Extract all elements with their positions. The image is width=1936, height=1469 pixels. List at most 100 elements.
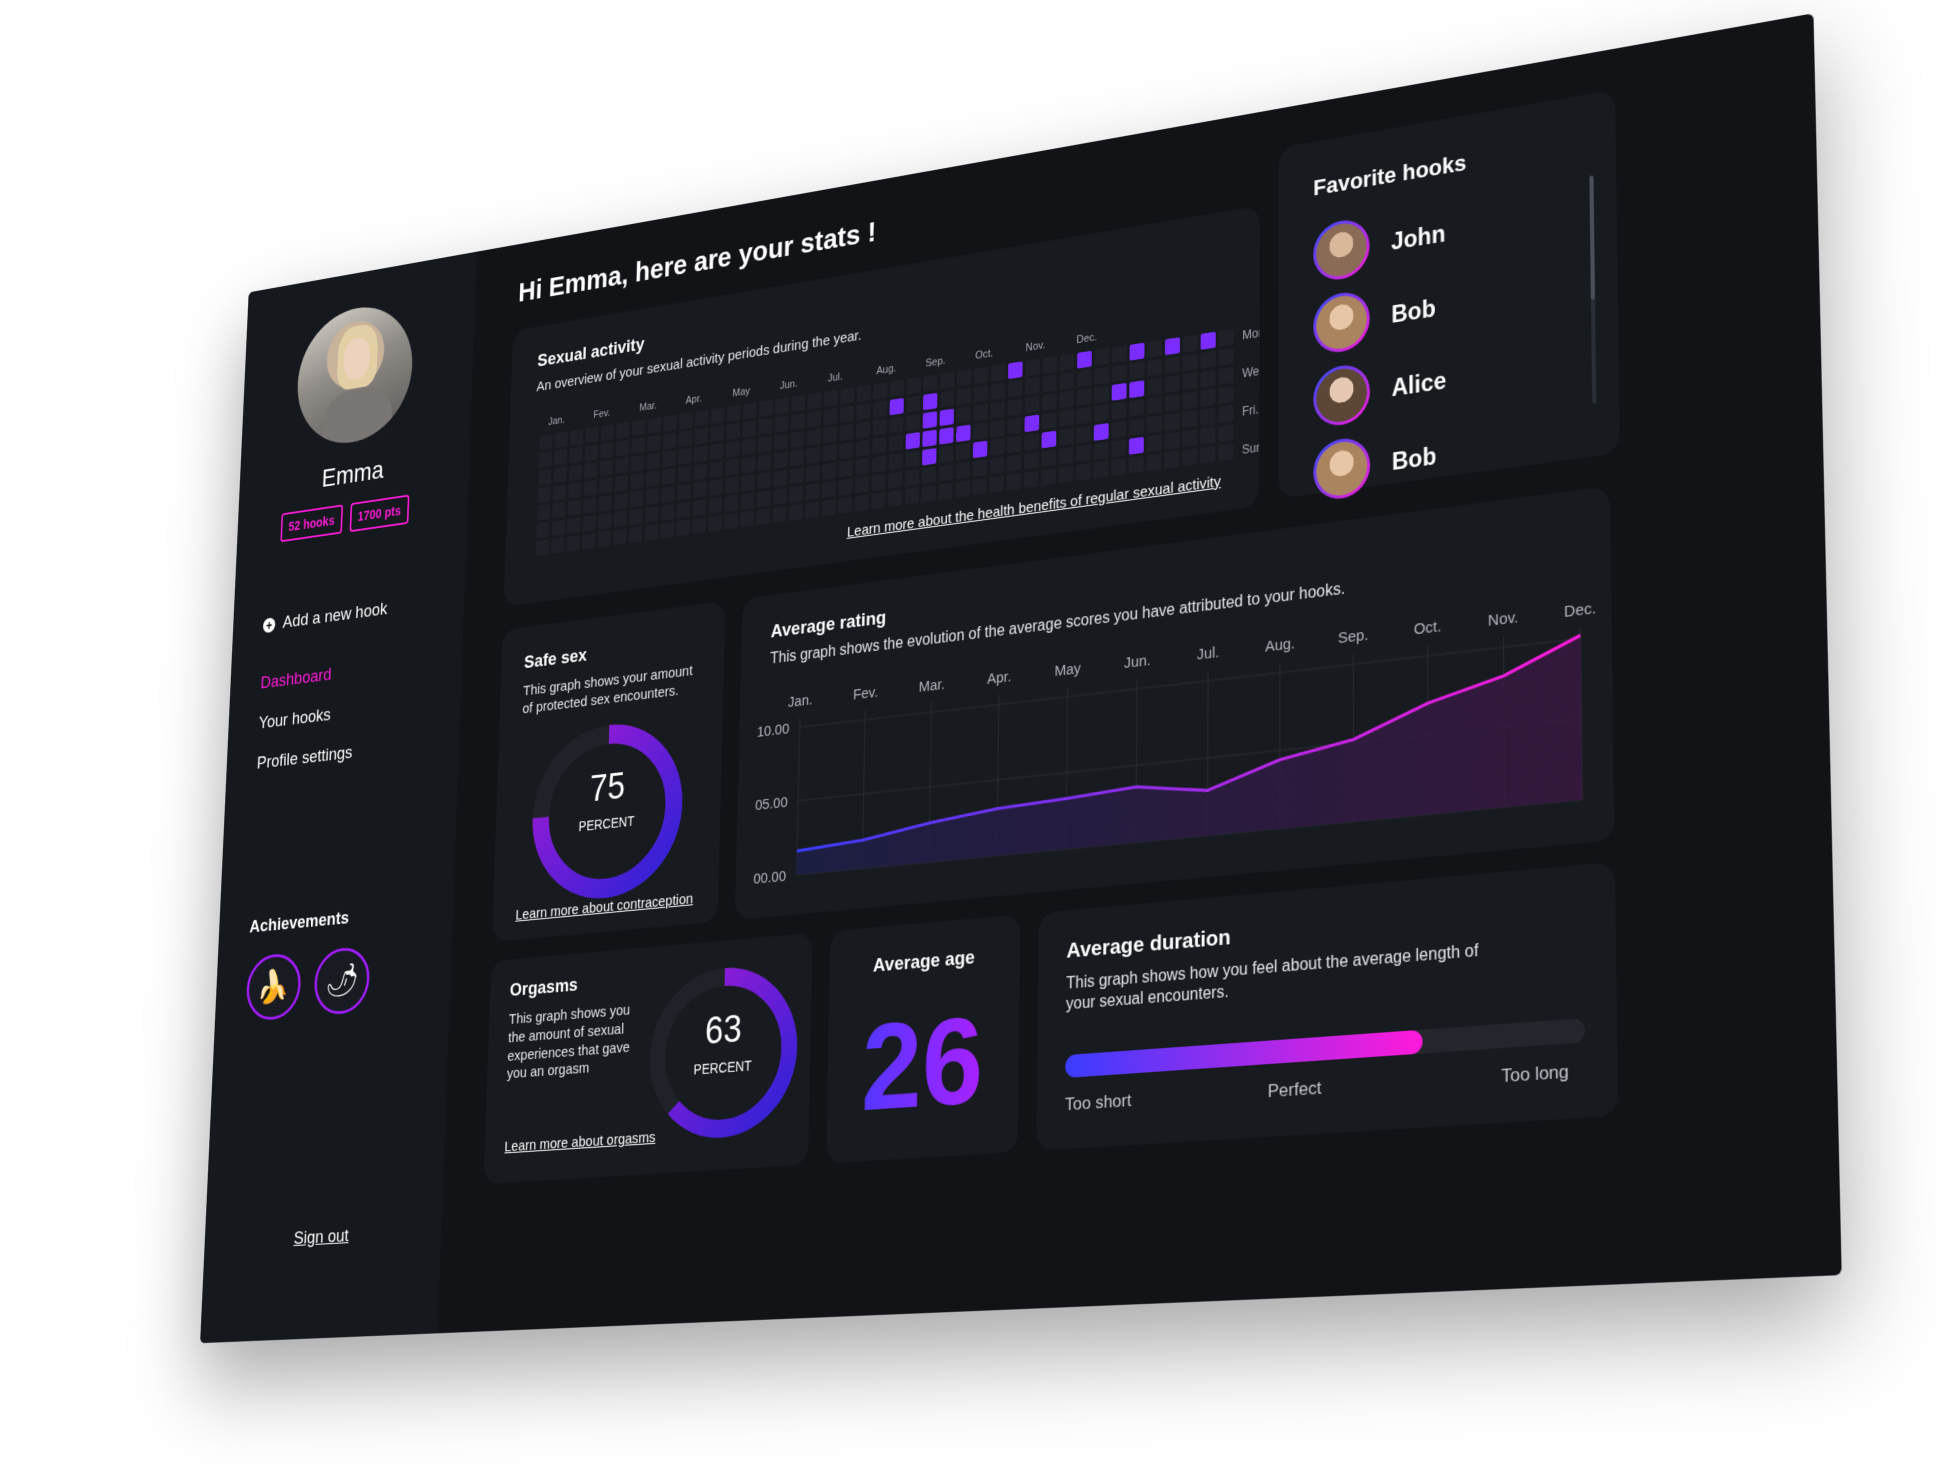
x-tick-label: Jul. [1197,644,1219,663]
heatmap-cell [553,466,566,483]
safe-sex-card: Safe sex This graph shows your amount of… [492,601,726,942]
heatmap-cell [758,418,772,435]
heatmap-cell [584,480,598,497]
plus-icon: + [263,617,276,633]
favorites-scrollbar[interactable] [1589,175,1596,404]
sign-out-link[interactable]: Sign out [204,1221,441,1255]
chili-pepper-icon[interactable]: 🌶 [313,945,370,1016]
heatmap-cell-active [1077,351,1092,369]
heatmap-cell [645,506,659,523]
heatmap-cell [741,474,755,491]
heatmap-cell [663,432,677,449]
heatmap-cell [1201,351,1216,369]
heatmap-cell [1024,452,1039,470]
points-badge: 1700 pts [349,495,409,533]
nav-profile-settings[interactable]: Profile settings [256,739,382,774]
x-tick-label: Mar. [919,677,945,696]
heatmap-cell [1129,399,1144,417]
heatmap-cell [693,463,707,480]
heatmap-cell [599,477,613,494]
heatmap-cell [1094,348,1109,366]
heatmap-cell [823,426,837,443]
duration-label-perfect: Perfect [1268,1078,1322,1103]
heatmap-cell [1059,391,1074,409]
heatmap-cell [1183,372,1198,390]
heatmap-cell [759,400,773,417]
heatmap-cell [774,433,788,450]
heatmap-cell-active [939,409,953,427]
heatmap-cell [990,438,1005,456]
heatmap-cell [742,420,756,437]
heatmap-cell [807,410,821,427]
heatmap-cell [956,462,971,480]
heatmap-cell [1165,394,1180,412]
heatmap-cell [678,448,692,465]
heatmap-cell [630,473,644,490]
hooks-count-badge: 52 hooks [280,504,343,542]
heatmap-cell [724,495,738,512]
heatmap-cell [1200,407,1215,425]
heatmap-cell [790,467,804,484]
heatmap-cell [692,499,706,516]
favorite-item[interactable]: John [1313,204,1445,284]
x-tick-label: May [1055,661,1082,681]
heatmap-cell [551,537,564,554]
heatmap-cell [645,488,659,505]
heatmap-cell [1218,424,1233,442]
heatmap-cell-active [973,441,988,459]
heatmap-cell [888,490,902,507]
add-hook-button[interactable]: + Add a new hook [263,599,388,636]
profile-avatar[interactable] [295,298,415,451]
heatmap-cell-active [1112,383,1127,401]
heatmap-cell [1200,427,1215,445]
heatmap-cell [1077,388,1092,406]
avatar-photo [1316,439,1367,499]
heatmap-cell [692,517,706,534]
heatmap-cell [600,442,614,459]
heatmap-cell [1112,364,1127,382]
orgasms-title: Orgasms [509,975,578,1002]
favorite-item[interactable]: Bob [1313,277,1446,356]
heatmap-cell [616,422,630,439]
heatmap-cell [789,485,803,502]
orgasms-link[interactable]: Learn more about orgasms [504,1129,656,1156]
favorite-item[interactable]: Bob [1313,424,1447,502]
heatmap-cell [856,403,870,420]
heatmap-cell [775,415,789,432]
heatmap-cell [838,478,852,495]
heatmap-cell [822,499,836,516]
heatmap-cell [555,431,568,448]
heatmap-cell [662,450,676,467]
heatmap-cell [584,462,598,479]
heatmap-cell [708,497,722,514]
nav-dashboard[interactable]: Dashboard [260,658,385,694]
heatmap-cell [906,395,920,413]
heatmap-cell-active [1130,343,1145,361]
heatmap-cell [1147,359,1162,377]
heatmap-cell [1041,468,1056,486]
avatar [1313,435,1370,502]
heatmap-cell [554,449,567,466]
heatmap-cell [957,388,972,406]
scrollbar-thumb[interactable] [1589,175,1595,300]
nav-your-hooks[interactable]: Your hooks [258,699,384,734]
heatmap-cell [662,468,676,485]
heatmap-cell [856,421,870,438]
heatmap-cell [724,513,738,530]
heatmap-cell [974,367,989,385]
heatmap-cell [1112,345,1127,363]
heatmap-cell [1008,398,1023,416]
heatmap-cell-active [1165,337,1180,355]
banana-icon[interactable]: 🍌 [245,952,302,1022]
favorite-name: Alice [1392,366,1447,402]
heatmap-cell [661,486,675,503]
heatmap-cell [956,406,971,424]
heatmap-cell [644,524,658,541]
favorite-item[interactable]: Alice [1313,350,1446,428]
heatmap-cell [1147,415,1162,433]
avatar [1313,289,1370,356]
heatmap-cell [1111,439,1126,457]
heatmap-cell [1218,348,1233,366]
heatmap-cell [907,377,921,395]
heatmap-cell [807,429,821,446]
